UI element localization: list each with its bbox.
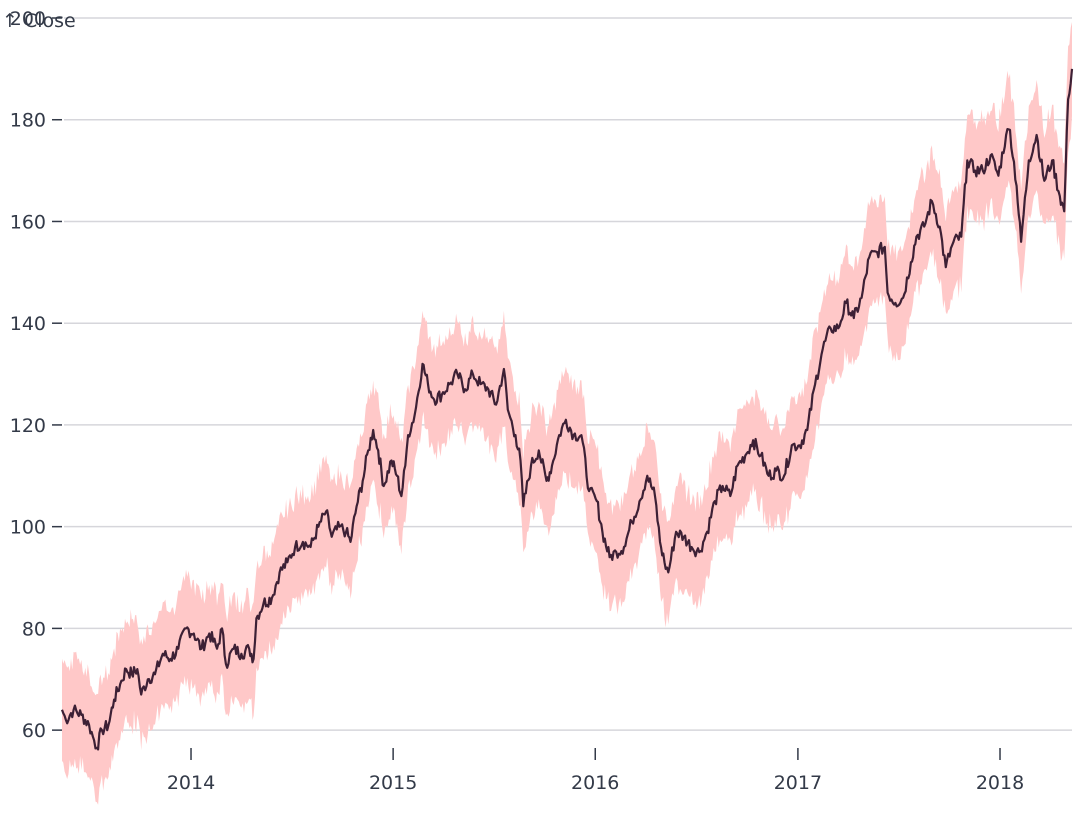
y-tick-label-100: 100 <box>10 517 46 539</box>
x-tick-label-2017: 2017 <box>774 772 822 794</box>
x-tick-label-2015: 2015 <box>369 772 417 794</box>
band-layer <box>62 22 1072 805</box>
x-tick-label-2016: 2016 <box>571 772 619 794</box>
y-tick-label-60: 60 <box>22 720 46 742</box>
close-band-area <box>62 22 1072 805</box>
x-tick-label-2014: 2014 <box>167 772 215 794</box>
line-layer <box>60 68 1074 751</box>
y-tick-label-120: 120 <box>10 415 46 437</box>
y-axis-title: ↑ Close <box>2 10 76 32</box>
y-tick-label-180: 180 <box>10 110 46 132</box>
y-tick-label-80: 80 <box>22 618 46 640</box>
y-tick-label-140: 140 <box>10 313 46 335</box>
y-tick-label-200: 200 <box>10 8 46 30</box>
x-axis: 2014 2015 2016 2017 2018 <box>167 748 1024 794</box>
x-tick-label-2018: 2018 <box>976 772 1024 794</box>
y-tick-label-160: 160 <box>10 211 46 233</box>
close-line <box>60 68 1074 751</box>
y-axis: 60 80 100 120 140 160 180 200 <box>10 8 62 742</box>
